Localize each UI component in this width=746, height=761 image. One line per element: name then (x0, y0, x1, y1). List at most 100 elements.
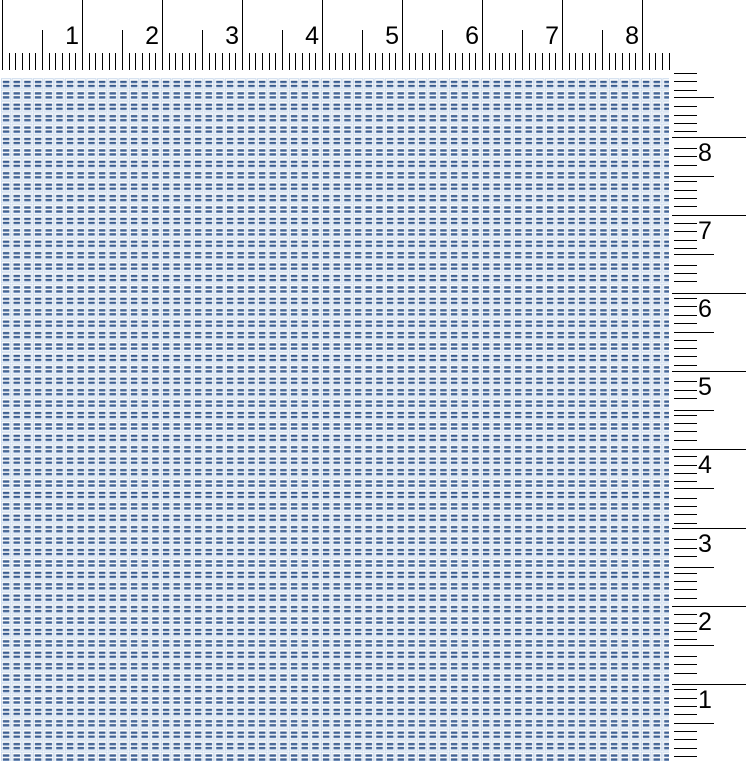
v-ruler-fine-tick (674, 381, 697, 383)
h-ruler-long-tick (162, 0, 163, 70)
v-ruler-number: 8 (698, 138, 712, 167)
v-ruler-mid-tick (674, 566, 714, 568)
v-ruler-fine-tick (674, 414, 697, 416)
h-ruler-fine-tick (35, 53, 37, 70)
h-ruler-fine-tick (55, 53, 57, 70)
v-ruler-fine-tick (674, 556, 697, 558)
v-ruler-fine-tick (674, 314, 697, 316)
v-ruler-mid-tick (674, 175, 714, 177)
v-ruler-number: 7 (698, 216, 712, 245)
v-ruler-fine-tick (674, 131, 697, 133)
h-ruler-long-tick (402, 0, 403, 70)
v-ruler-fine-tick (674, 114, 697, 116)
h-ruler-fine-tick (615, 53, 617, 70)
h-ruler-fine-tick (655, 53, 657, 70)
h-ruler-fine-tick (628, 53, 630, 70)
h-ruler-number: 7 (545, 22, 559, 50)
h-ruler-fine-tick (542, 53, 543, 70)
v-ruler-number: 5 (698, 373, 712, 402)
h-ruler-fine-tick (548, 53, 550, 70)
v-ruler-fine-tick (674, 356, 697, 358)
v-ruler-long-tick (672, 683, 746, 685)
h-ruler-fine-tick (248, 53, 250, 70)
v-ruler-number: 4 (698, 451, 712, 480)
v-ruler-long-tick (672, 292, 746, 294)
v-ruler-fine-tick (674, 189, 697, 191)
h-ruler-fine-tick (155, 53, 157, 70)
v-ruler-fine-tick (674, 739, 697, 741)
pattern-cells[interactable] (1, 77, 669, 761)
v-ruler-fine-tick (674, 89, 697, 91)
h-ruler-long-tick (482, 0, 483, 70)
h-ruler-number: 4 (305, 22, 319, 50)
h-ruler-fine-tick (535, 53, 537, 70)
v-ruler-fine-tick (674, 206, 697, 208)
h-ruler-mid-tick (442, 30, 443, 70)
h-ruler-fine-tick (68, 53, 70, 70)
h-ruler-fine-tick (195, 53, 197, 70)
h-ruler-fine-tick (448, 53, 450, 70)
h-ruler-fine-tick (622, 53, 623, 70)
h-ruler-fine-tick (455, 53, 457, 70)
v-ruler-fine-tick (674, 689, 697, 691)
h-ruler-fine-tick (8, 53, 10, 70)
h-ruler-fine-tick (95, 53, 97, 70)
v-ruler-fine-tick (674, 731, 697, 733)
v-ruler-fine-tick (674, 497, 697, 499)
v-ruler-fine-tick (674, 222, 697, 224)
h-ruler-fine-tick (488, 53, 490, 70)
h-ruler-fine-tick (395, 53, 397, 70)
h-ruler-fine-tick (255, 53, 257, 70)
v-ruler-fine-tick (674, 672, 697, 674)
h-ruler-fine-tick (328, 53, 330, 70)
h-ruler-fine-tick (568, 53, 570, 70)
v-ruler-number: 6 (698, 294, 712, 323)
v-ruler-number: 3 (698, 529, 712, 558)
h-ruler-long-tick (562, 0, 563, 70)
v-ruler-fine-tick (674, 347, 697, 349)
v-ruler-fine-tick (674, 622, 697, 624)
v-ruler-fine-tick (674, 597, 697, 599)
h-ruler-fine-tick (102, 53, 103, 70)
v-ruler-fine-tick (674, 364, 697, 366)
h-ruler-fine-tick (348, 53, 350, 70)
v-ruler-fine-tick (674, 197, 697, 199)
h-ruler-fine-tick (528, 53, 530, 70)
v-ruler-fine-tick (674, 164, 697, 166)
h-ruler-fine-tick (228, 53, 230, 70)
v-ruler-fine-tick (674, 756, 697, 758)
v-ruler-fine-tick (674, 697, 697, 699)
pattern-grid-svg[interactable] (1, 77, 669, 761)
v-ruler-long-tick (672, 527, 746, 529)
v-ruler-fine-tick (674, 397, 697, 399)
v-ruler-fine-tick (674, 339, 697, 341)
h-ruler-fine-tick (468, 53, 470, 70)
h-ruler-fine-tick (408, 53, 410, 70)
h-ruler-fine-tick (668, 53, 670, 70)
h-ruler-fine-tick (235, 53, 237, 70)
v-ruler-long-tick (672, 449, 746, 451)
h-ruler-long-tick (2, 0, 3, 70)
v-ruler-number: 2 (698, 607, 712, 636)
h-ruler-long-tick (322, 0, 323, 70)
h-ruler-fine-tick (462, 53, 463, 70)
v-ruler-mid-tick (674, 410, 714, 412)
h-ruler-fine-tick (355, 53, 357, 70)
h-ruler-long-tick (242, 0, 243, 70)
h-ruler-mid-tick (122, 30, 123, 70)
h-ruler-fine-tick (182, 53, 183, 70)
h-ruler-fine-tick (28, 53, 30, 70)
h-ruler-fine-tick (502, 53, 503, 70)
v-ruler-fine-tick (674, 231, 697, 233)
h-ruler-fine-tick (275, 53, 277, 70)
h-ruler-fine-tick (382, 53, 383, 70)
v-ruler-fine-tick (674, 439, 697, 441)
v-ruler-mid-tick (674, 253, 714, 255)
h-ruler-long-tick (82, 0, 83, 70)
h-ruler-fine-tick (288, 53, 290, 70)
v-ruler-fine-tick (674, 639, 697, 641)
v-ruler-fine-tick (674, 147, 697, 149)
pattern-grid[interactable] (1, 77, 669, 761)
